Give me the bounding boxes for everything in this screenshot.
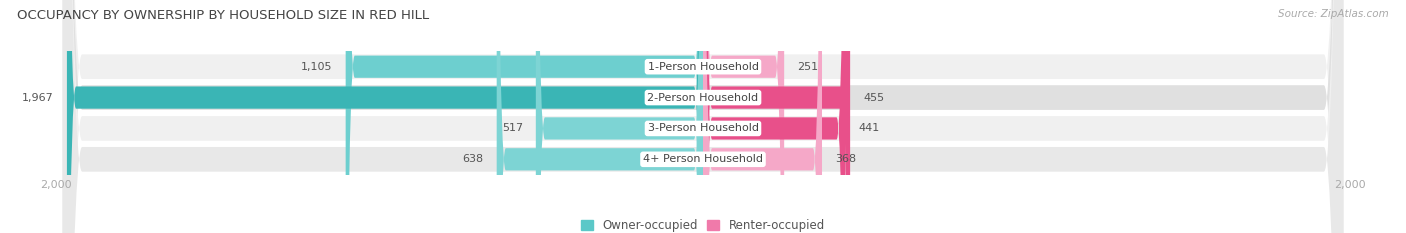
Text: 4+ Person Household: 4+ Person Household xyxy=(643,154,763,164)
Text: 251: 251 xyxy=(797,62,818,72)
Text: 2-Person Household: 2-Person Household xyxy=(647,93,759,103)
FancyBboxPatch shape xyxy=(703,0,823,233)
FancyBboxPatch shape xyxy=(703,0,845,233)
Text: 638: 638 xyxy=(463,154,484,164)
Text: 441: 441 xyxy=(859,123,880,134)
Text: 1,105: 1,105 xyxy=(301,62,333,72)
FancyBboxPatch shape xyxy=(63,0,1343,233)
Text: 368: 368 xyxy=(835,154,856,164)
Text: 3-Person Household: 3-Person Household xyxy=(648,123,758,134)
Legend: Owner-occupied, Renter-occupied: Owner-occupied, Renter-occupied xyxy=(576,214,830,233)
FancyBboxPatch shape xyxy=(496,0,703,233)
Text: OCCUPANCY BY OWNERSHIP BY HOUSEHOLD SIZE IN RED HILL: OCCUPANCY BY OWNERSHIP BY HOUSEHOLD SIZE… xyxy=(17,9,429,22)
FancyBboxPatch shape xyxy=(67,0,703,233)
FancyBboxPatch shape xyxy=(703,0,785,233)
FancyBboxPatch shape xyxy=(536,0,703,233)
FancyBboxPatch shape xyxy=(703,0,851,233)
FancyBboxPatch shape xyxy=(63,0,1343,233)
FancyBboxPatch shape xyxy=(63,0,1343,233)
Text: 1-Person Household: 1-Person Household xyxy=(648,62,758,72)
FancyBboxPatch shape xyxy=(63,0,1343,233)
Text: Source: ZipAtlas.com: Source: ZipAtlas.com xyxy=(1278,9,1389,19)
FancyBboxPatch shape xyxy=(346,0,703,233)
Text: 1,967: 1,967 xyxy=(22,93,53,103)
Text: 455: 455 xyxy=(863,93,884,103)
Text: 517: 517 xyxy=(502,123,523,134)
